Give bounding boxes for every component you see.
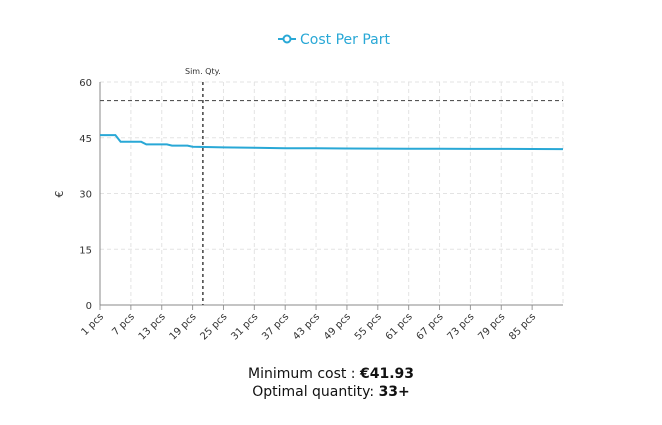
cost-chart: Cost Per Part 0 15 30 45 60 1 pcs 7 pcs 13 pcs 1… bbox=[53, 32, 564, 342]
x-tick-label: 67 pcs bbox=[415, 311, 446, 342]
legend-marker-icon bbox=[282, 34, 292, 44]
y-tick-label: 60 bbox=[79, 78, 92, 89]
x-tick-label: 7 pcs bbox=[110, 311, 137, 338]
sim-qty-annotation: Sim. Qty. bbox=[185, 67, 221, 76]
chart-axes: 0 15 30 45 60 1 pcs 7 pcs 13 pcs 19 pcs 25 pcs 31 … bbox=[79, 78, 563, 342]
chart-series bbox=[100, 134, 564, 151]
x-tick-label: 1 pcs bbox=[80, 311, 107, 338]
chart-legend[interactable]: Cost Per Part bbox=[278, 32, 390, 48]
y-tick-label: 15 bbox=[79, 245, 92, 256]
y-tick-label: 45 bbox=[79, 134, 92, 145]
chart-grid bbox=[99, 81, 564, 305]
x-tick-label: 31 pcs bbox=[229, 311, 260, 342]
y-axis-label: € bbox=[53, 191, 66, 198]
y-tick-label: 0 bbox=[86, 301, 92, 312]
x-tick-label: 19 pcs bbox=[168, 311, 199, 342]
series-line-cost-per-part bbox=[100, 134, 564, 151]
optimal-quantity-summary: Optimal quantity: 33+ bbox=[0, 384, 662, 400]
x-tick-label: 79 pcs bbox=[476, 311, 507, 342]
x-tick-label: 37 pcs bbox=[260, 311, 291, 342]
x-tick-label: 73 pcs bbox=[445, 311, 476, 342]
legend-label-cost-per-part: Cost Per Part bbox=[300, 32, 390, 48]
x-tick-label: 61 pcs bbox=[384, 311, 415, 342]
x-tick-label: 49 pcs bbox=[322, 311, 353, 342]
x-tick-label: 85 pcs bbox=[507, 311, 538, 342]
reference-lines: Sim. Qty. bbox=[100, 67, 563, 305]
minimum-cost-summary: Minimum cost : €41.93 bbox=[0, 366, 662, 382]
x-tick-label: 43 pcs bbox=[291, 311, 322, 342]
optimal-quantity-value: 33+ bbox=[378, 384, 410, 400]
y-tick-label: 30 bbox=[79, 190, 92, 201]
x-tick-label: 55 pcs bbox=[353, 311, 384, 342]
x-tick-label: 25 pcs bbox=[198, 311, 229, 342]
minimum-cost-label: Minimum cost : bbox=[247, 366, 360, 382]
x-tick-label: 13 pcs bbox=[137, 311, 168, 342]
optimal-quantity-label: Optimal quantity: bbox=[252, 384, 379, 400]
minimum-cost-value: €41.93 bbox=[359, 366, 415, 382]
